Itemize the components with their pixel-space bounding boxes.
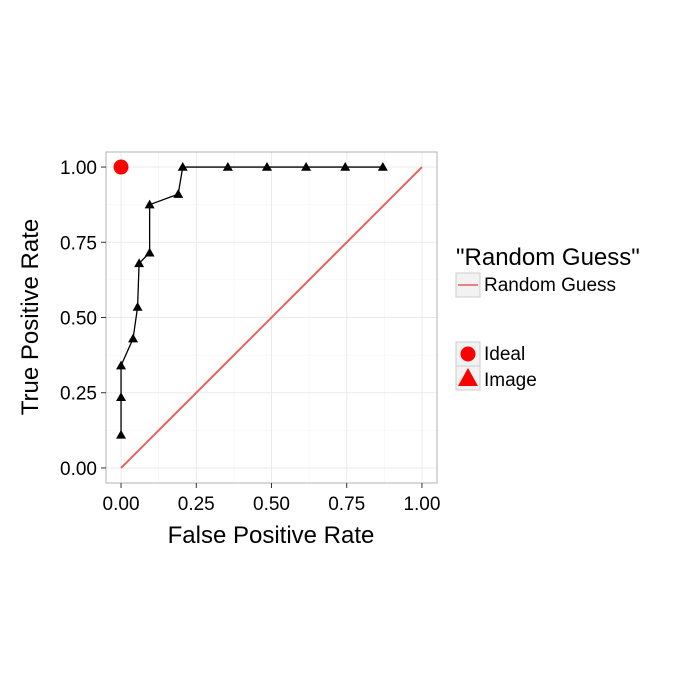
image-point (116, 360, 127, 370)
image-point (340, 162, 351, 171)
legend-swatch-ideal (460, 346, 476, 362)
legend: "Random Guess" Random Guess Ideal Image (455, 244, 640, 391)
y-axis-label: True Positive Rate (17, 219, 44, 416)
x-tick-label: 1.00 (403, 494, 440, 515)
x-tick-label: 0.00 (103, 494, 140, 515)
y-axis-ticks: 0.00 0.25 0.50 0.75 1.00 (60, 158, 106, 480)
legend-label-random-guess: Random Guess (484, 275, 616, 296)
image-point (177, 162, 188, 171)
legend-swatch-image (458, 368, 478, 386)
x-tick-label: 0.75 (328, 494, 365, 515)
y-tick-label: 0.50 (60, 309, 97, 330)
random-guess-line (120, 166, 423, 469)
x-tick-label: 0.50 (253, 494, 290, 515)
image-point (116, 429, 127, 439)
image-point (144, 199, 155, 209)
legend-label-ideal: Ideal (484, 344, 525, 365)
image-point (116, 392, 127, 401)
image-point (301, 162, 312, 171)
image-point (222, 162, 233, 171)
data-layer (113, 159, 423, 469)
y-tick-label: 0.00 (60, 459, 97, 480)
image-point (173, 189, 184, 198)
image-point (377, 162, 388, 171)
image-point (134, 258, 145, 268)
x-axis-ticks: 0.00 0.25 0.50 0.75 1.00 (103, 483, 440, 515)
image-point (132, 301, 143, 311)
y-tick-label: 0.75 (60, 233, 97, 254)
x-axis-label: False Positive Rate (168, 522, 375, 549)
image-point (144, 247, 155, 257)
ideal-point (113, 159, 129, 175)
legend-title: "Random Guess" (456, 244, 640, 271)
image-point (261, 162, 272, 171)
y-tick-label: 0.25 (60, 384, 97, 405)
legend-label-image: Image (484, 370, 537, 391)
x-tick-label: 0.25 (178, 494, 215, 515)
image-point (128, 333, 139, 343)
image-roc-line (120, 166, 383, 435)
y-tick-label: 1.00 (60, 158, 97, 179)
